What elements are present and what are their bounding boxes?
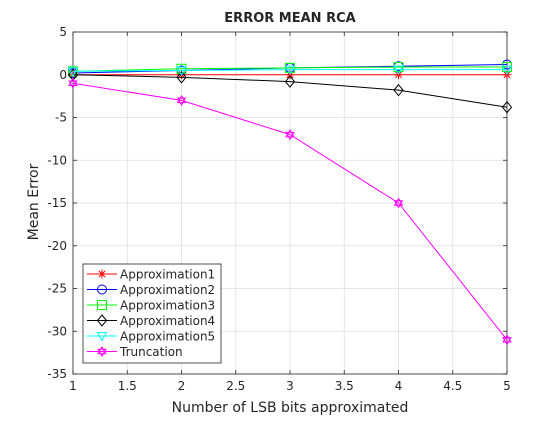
data-point [284,75,296,88]
x-tick-label: 2 [178,379,186,393]
legend-label: Truncation [119,345,183,359]
data-point [97,346,107,357]
legend-label: Approximation3 [120,299,215,313]
data-point [502,334,512,346]
data-point [68,77,78,89]
data-point [176,71,187,84]
series-line [72,66,507,72]
data-point [97,269,107,279]
data-point [285,62,295,73]
y-tick-label: 5 [59,25,67,39]
data-point [393,65,404,76]
x-tick-label: 5 [503,379,511,393]
series-line [72,69,507,72]
marker-part [68,77,78,87]
marker-part [393,200,404,209]
series-approximation5 [67,65,513,77]
data-point [96,314,108,327]
marker-part [393,197,404,206]
y-tick-label: -30 [47,324,67,338]
legend-item: Approximation4 [87,314,215,328]
marker-part [176,94,187,104]
data-point [501,100,513,114]
data-point [501,65,513,76]
series-layer [67,59,513,346]
legend-label: Approximation1 [120,268,215,282]
legend-item: Truncation [87,345,183,359]
data-point [285,129,295,141]
marker-part [285,131,295,141]
legend-box [82,263,222,364]
marker-part [285,129,295,138]
legend-item: Approximation2 [87,283,215,297]
x-tick-label: 1 [69,379,77,393]
y-tick-label: 0 [59,68,67,82]
data-point [284,65,296,76]
marker-part [502,334,512,343]
data-point [176,63,187,74]
y-tick-label: -35 [47,367,67,381]
marker-part [502,337,512,346]
data-point [67,67,79,77]
y-tick-label: -10 [47,153,67,167]
marker-part [97,346,107,355]
chart-title: ERROR MEAN RCA [224,11,355,26]
legend-item: Approximation5 [87,330,215,344]
y-axis-label: Mean Error [26,163,42,240]
series-truncation [68,77,512,346]
marker-part [97,348,107,357]
series-line [72,82,508,341]
y-tick-label: -20 [47,239,67,253]
x-tick-label: 3 [286,379,294,393]
x-axis-label: Number of LSB bits approximated [172,400,409,416]
series-approximation4 [67,68,513,114]
data-point [393,83,404,97]
legend-label: Approximation4 [120,314,215,328]
x-tick-label: 4 [395,379,403,393]
marker-part [176,97,187,106]
marker-part [68,80,78,89]
axis-ticks: 1 1.5 2 2.5 3 3.5 4 4.5 5 5 0 -5 -10 -15 -20 -25 -30 -35 [47,25,510,393]
data-point [96,332,108,342]
series-line [72,74,508,108]
y-tick-label: -5 [55,111,67,125]
x-tick-label: 3.5 [335,379,354,393]
x-tick-label: 4.5 [443,379,462,393]
x-tick-label: 1.5 [118,379,137,393]
legend-item: Approximation1 [87,268,215,282]
data-point [393,197,404,209]
legend-item: Approximation3 [87,299,215,313]
y-tick-label: -25 [47,282,67,296]
data-point [67,68,79,82]
data-point [97,300,107,310]
data-point [97,284,107,295]
data-point [176,94,187,106]
x-tick-label: 2.5 [226,379,245,393]
legend-label: Approximation2 [120,283,215,297]
legend-label: Approximation5 [120,330,215,344]
y-tick-label: -15 [47,196,67,210]
data-point [176,66,187,76]
